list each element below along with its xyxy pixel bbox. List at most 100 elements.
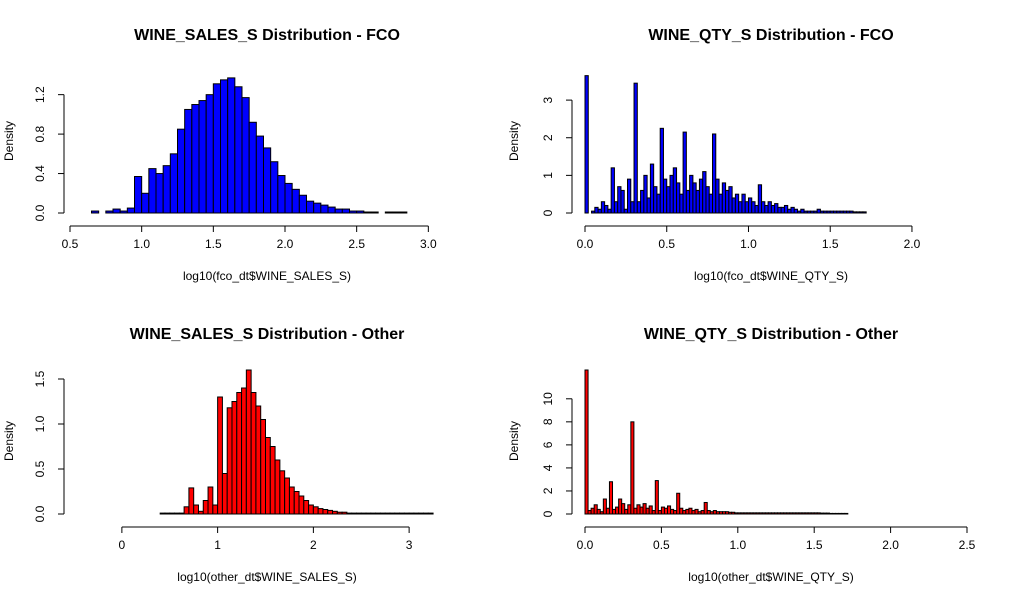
- x-tick-label: 1.0: [133, 237, 150, 251]
- histogram-bar: [351, 512, 357, 515]
- histogram-bar: [169, 512, 176, 515]
- histogram-bar: [332, 510, 338, 515]
- histogram-bar: [308, 504, 314, 515]
- x-tick-label: 0: [119, 538, 126, 552]
- histogram-bar: [193, 504, 199, 515]
- histogram-bar: [231, 401, 238, 515]
- histogram-bar: [306, 200, 315, 214]
- histogram-bar: [384, 512, 391, 515]
- histogram-bar: [427, 512, 434, 515]
- y-axis-label: Density: [507, 421, 521, 461]
- y-tick-label: 0.0: [33, 204, 47, 221]
- histogram-bar: [298, 495, 305, 515]
- x-tick-label: 1.5: [806, 538, 823, 552]
- axes: 0 1 2 3 0.0 0.5 1.0 1.5: [33, 370, 413, 552]
- histogram-bar: [418, 512, 424, 515]
- y-tick-label: 2: [541, 487, 555, 494]
- y-tick-label: 0: [541, 510, 555, 517]
- y-tick-label: 1.2: [33, 86, 47, 103]
- histogram-bar: [336, 511, 343, 515]
- histogram-bar: [184, 108, 193, 214]
- y-tick-label: 0.4: [33, 165, 47, 182]
- histogram-bar: [91, 210, 100, 214]
- histogram-bar: [399, 512, 405, 515]
- histogram-bar: [288, 486, 295, 515]
- y-tick-label: 0: [541, 209, 555, 216]
- histogram-bar: [277, 175, 286, 214]
- x-tick-label: 1.0: [740, 237, 757, 251]
- histogram-bar: [327, 206, 336, 214]
- histogram-bar: [284, 182, 293, 214]
- x-tick-label: 0.5: [653, 538, 670, 552]
- histogram-bar: [177, 128, 186, 214]
- histogram-bar: [659, 127, 664, 214]
- histogram-bar: [422, 512, 429, 515]
- x-tick-label: 0.0: [577, 237, 594, 251]
- histogram-bar: [862, 211, 867, 214]
- histogram-bar: [270, 161, 279, 214]
- panel-title: WINE_QTY_S Distribution - Other: [644, 326, 898, 343]
- histogram-bar: [676, 492, 681, 515]
- histogram-bar: [255, 405, 262, 515]
- histogram-bar: [630, 421, 635, 515]
- histogram-bar: [355, 512, 362, 515]
- histogram-bar: [317, 508, 324, 515]
- histogram-bar: [584, 75, 589, 214]
- histogram-bar: [236, 392, 243, 515]
- y-tick-label: 3: [541, 96, 555, 103]
- histogram-bar: [119, 210, 128, 214]
- y-axis-label: Density: [2, 421, 16, 461]
- histogram-bar: [245, 369, 252, 515]
- panel-wine-qty-fco: WINE_QTY_S Distribution - FCO Density lo…: [507, 27, 921, 283]
- y-tick-label: 8: [541, 418, 555, 425]
- x-tick-label: 1.5: [205, 237, 222, 251]
- x-tick-label: 2.0: [904, 237, 921, 251]
- histogram-bar: [205, 94, 214, 214]
- histogram-bar: [757, 184, 763, 214]
- histogram-bar: [356, 210, 365, 214]
- x-tick-label: 2: [310, 538, 317, 552]
- histogram-bar: [227, 77, 236, 214]
- histogram-bar: [360, 512, 367, 515]
- histogram-bar: [408, 512, 415, 515]
- histogram-bar: [159, 512, 166, 515]
- histogram-bar: [363, 211, 372, 214]
- axes: 0.0 0.5 1.0 1.5 2.0 2.5 0 2 4 6 8 10: [541, 392, 976, 552]
- x-tick-label: 1.5: [822, 237, 839, 251]
- y-tick-label: 1.0: [33, 415, 47, 432]
- histogram-bar: [105, 210, 114, 214]
- histogram-bar: [341, 511, 348, 515]
- panel-wine-sales-other: WINE_SALES_S Distribution - Other Densit…: [2, 326, 434, 584]
- x-axis-label: log10(fco_dt$WINE_SALES_S): [183, 269, 351, 283]
- histogram-bar: [584, 369, 589, 515]
- x-tick-label: 3.0: [420, 237, 437, 251]
- histogram-bar: [212, 504, 219, 515]
- histogram-bar: [169, 153, 179, 214]
- histogram-bar: [346, 512, 353, 515]
- bars: [159, 369, 434, 515]
- histogram-bar: [303, 500, 310, 515]
- histogram-bar: [198, 100, 207, 214]
- x-tick-label: 2.5: [348, 237, 365, 251]
- histogram-bar: [197, 510, 204, 515]
- histogram-bar: [334, 208, 343, 214]
- histogram-bar: [298, 194, 307, 214]
- histogram-bar: [620, 189, 625, 214]
- x-axis-label: log10(other_dt$WINE_SALES_S): [177, 570, 356, 584]
- bars: [584, 75, 867, 214]
- histogram-bar: [279, 470, 286, 515]
- y-tick-label: 1: [541, 172, 555, 179]
- histogram-bar: [234, 86, 243, 214]
- histogram-bar: [389, 512, 396, 515]
- histogram-bar: [265, 437, 271, 515]
- x-tick-label: 2.0: [882, 538, 899, 552]
- histogram-bar: [703, 501, 708, 515]
- x-tick-label: 2.5: [959, 538, 976, 552]
- x-tick-label: 0.5: [62, 237, 79, 251]
- histogram-bar: [255, 135, 264, 214]
- x-tick-label: 0.5: [658, 237, 675, 251]
- histogram-bar: [399, 211, 408, 214]
- y-tick-label: 10: [541, 392, 555, 406]
- histogram-bar: [413, 512, 420, 515]
- histogram-bar: [633, 82, 638, 214]
